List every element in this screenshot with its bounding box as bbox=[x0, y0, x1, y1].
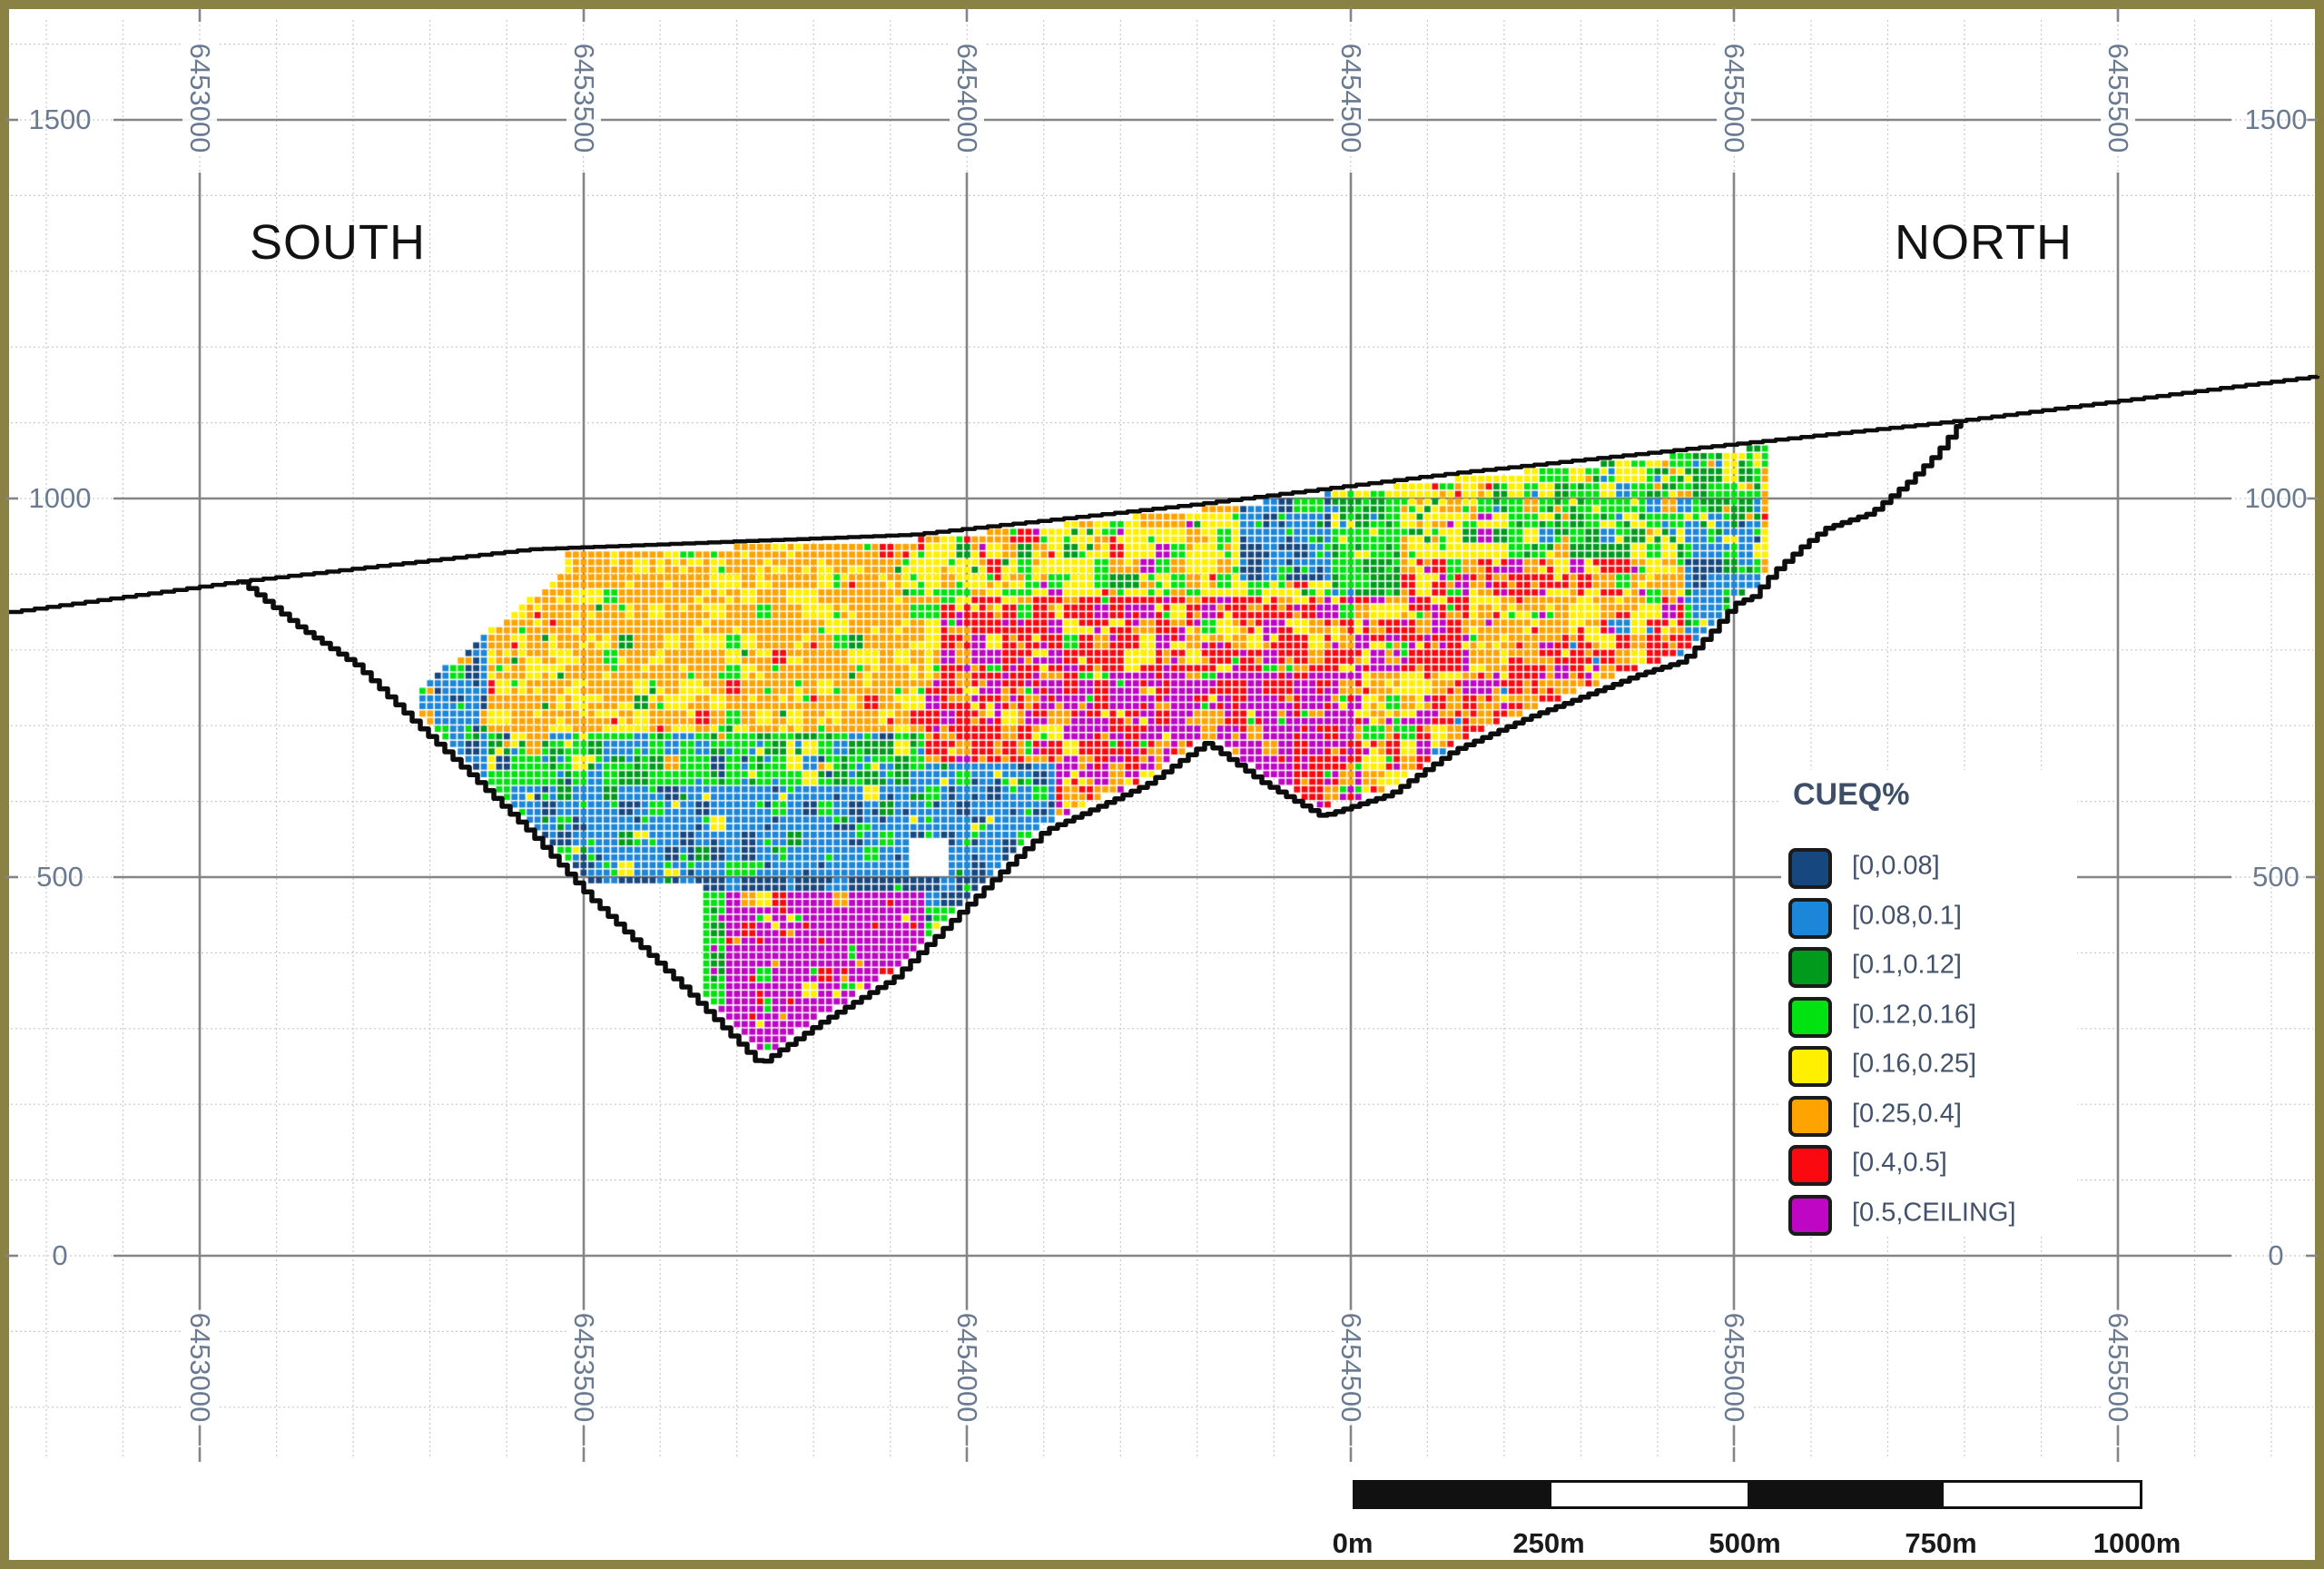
axis-tick-label: 6454500 bbox=[1334, 40, 1368, 156]
scale-bar-segments bbox=[1353, 1480, 2142, 1509]
axis-tick-label: 6453000 bbox=[182, 1309, 217, 1426]
axis-tick-label: 6455500 bbox=[2101, 1309, 2135, 1426]
axis-tick-label: 6455000 bbox=[1717, 1309, 1751, 1426]
legend-item-label: [0.5,CEILING] bbox=[1852, 1198, 2016, 1227]
legend-item-label: [0.1,0.12] bbox=[1852, 950, 1962, 980]
legend-item-label: [0.08,0.1] bbox=[1852, 901, 1962, 930]
axis-tick-label: 6455500 bbox=[2101, 40, 2135, 156]
legend-item: [0.1,0.12] bbox=[1781, 947, 2077, 988]
axis-tick-label: 6453000 bbox=[182, 40, 217, 156]
axis-tick-label: 6454000 bbox=[950, 1309, 984, 1426]
legend-swatch-icon bbox=[1788, 947, 1832, 988]
scale-bar-label: 250m bbox=[1512, 1527, 1585, 1559]
legend-item-label: [0.16,0.25] bbox=[1852, 1049, 1977, 1079]
legend-title: CUEQ% bbox=[1793, 777, 1910, 812]
north-label: NORTH bbox=[1894, 215, 2073, 270]
axis-tick-label: 1500 bbox=[2244, 104, 2308, 135]
legend-item: [0.12,0.16] bbox=[1781, 996, 2077, 1038]
legend-swatch-icon bbox=[1788, 1095, 1832, 1137]
south-label: SOUTH bbox=[250, 215, 426, 270]
axis-tick-label: 6455000 bbox=[1717, 40, 1751, 156]
scale-bar-label: 1000m bbox=[2093, 1527, 2181, 1559]
legend-swatch-icon bbox=[1788, 897, 1832, 939]
legend-item-label: [0.4,0.5] bbox=[1852, 1148, 1947, 1178]
scale-bar-segment bbox=[1748, 1483, 1944, 1506]
axis-tick-label: 6454500 bbox=[1334, 1309, 1368, 1426]
axis-tick-label: 6453500 bbox=[566, 1309, 601, 1426]
axis-tick-label: 0 bbox=[52, 1239, 68, 1271]
legend-item: [0,0.08] bbox=[1781, 848, 2077, 889]
legend-item: [0.25,0.4] bbox=[1781, 1095, 2077, 1137]
axis-tick-label: 0 bbox=[2268, 1239, 2284, 1271]
legend-swatch-icon bbox=[1788, 1145, 1832, 1186]
legend-swatch-icon bbox=[1788, 996, 1832, 1038]
legend-item: [0.16,0.25] bbox=[1781, 1046, 2077, 1087]
axis-tick-label: 500 bbox=[36, 861, 84, 893]
scale-bar-segment bbox=[1551, 1483, 1748, 1506]
legend-item-label: [0,0.08] bbox=[1852, 851, 1940, 881]
scale-bar-label: 750m bbox=[1905, 1527, 1977, 1559]
pit-outline bbox=[241, 420, 1964, 1064]
terrain-line bbox=[9, 374, 2320, 615]
axis-tick-label: 6454000 bbox=[950, 40, 984, 156]
scale-bar-label: 500m bbox=[1709, 1527, 1781, 1559]
legend-item-label: [0.25,0.4] bbox=[1852, 1099, 1962, 1128]
legend-item-label: [0.12,0.16] bbox=[1852, 1000, 1977, 1029]
scale-bar-segment bbox=[1355, 1483, 1551, 1506]
scale-bar-label: 0m bbox=[1332, 1527, 1374, 1559]
legend-swatch-icon bbox=[1788, 848, 1832, 889]
scale-bar-segment bbox=[1944, 1483, 2140, 1506]
legend-item: [0.5,CEILING] bbox=[1781, 1194, 2077, 1236]
axis-tick-label: 6453500 bbox=[566, 40, 601, 156]
legend-item: [0.08,0.1] bbox=[1781, 897, 2077, 939]
axis-tick-label: 1000 bbox=[2244, 482, 2308, 514]
axis-tick-label: 500 bbox=[2252, 861, 2299, 893]
legend: CUEQ% [0,0.08] [0.08,0.1] [0.1,0.12] [0.12,… bbox=[1781, 770, 2077, 1237]
axis-tick-label: 1000 bbox=[28, 482, 92, 514]
legend-swatch-icon bbox=[1788, 1194, 1832, 1236]
legend-item: [0.4,0.5] bbox=[1781, 1145, 2077, 1186]
legend-swatch-icon bbox=[1788, 1046, 1832, 1087]
axis-tick-label: 1500 bbox=[28, 104, 92, 135]
